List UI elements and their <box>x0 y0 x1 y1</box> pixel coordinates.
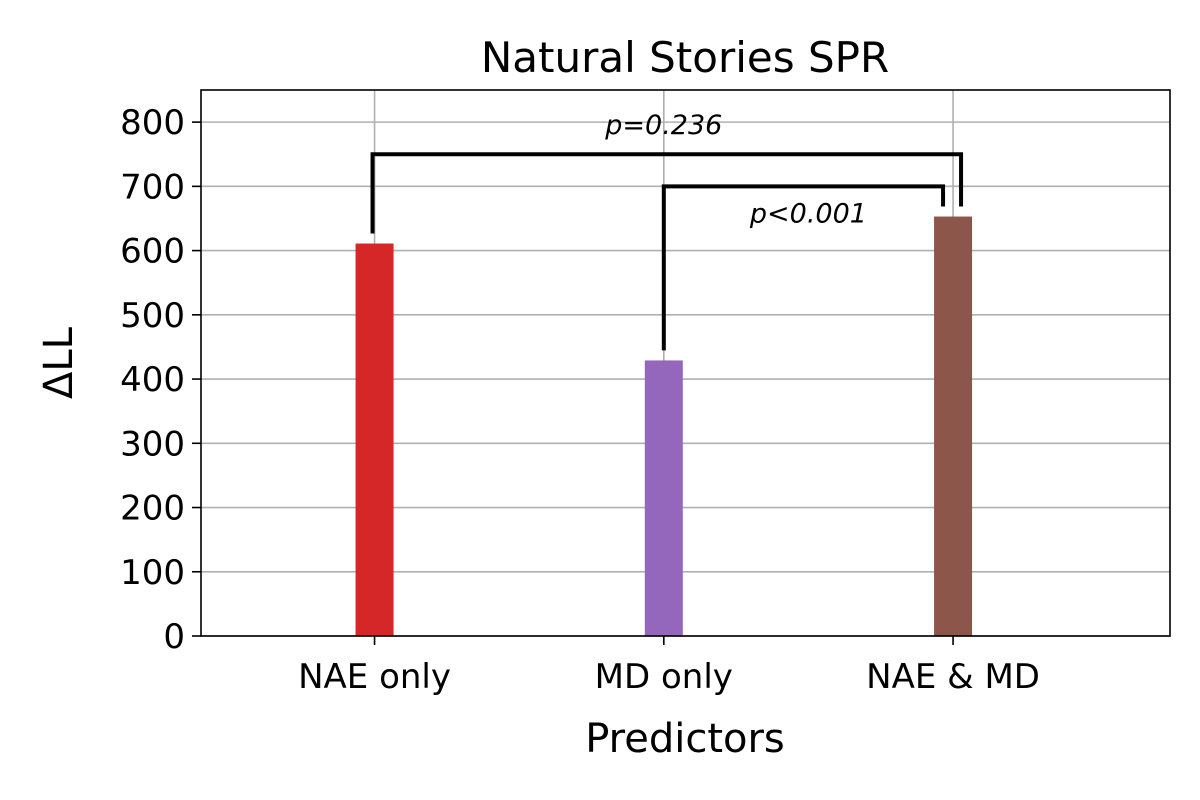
y-axis-ticks: 0 100 200 300 400 500 600 700 800 <box>120 103 201 657</box>
y-tick-label: 600 <box>120 232 185 272</box>
y-tick-label: 200 <box>120 489 185 529</box>
bar <box>934 216 973 637</box>
significance-bracket <box>661 184 946 351</box>
y-axis-label: ΔLL <box>36 326 82 399</box>
chart-title: Natural Stories SPR <box>481 33 889 82</box>
y-tick-label: 800 <box>120 103 185 143</box>
y-tick-label: 0 <box>163 617 185 657</box>
y-tick-label: 400 <box>120 360 185 400</box>
x-tick-label: NAE only <box>298 657 451 697</box>
y-tick-label: 100 <box>120 553 185 593</box>
grid-lines <box>201 90 1170 637</box>
bars <box>355 216 973 637</box>
y-tick-label: 300 <box>120 424 185 464</box>
x-axis-label: Predictors <box>585 716 785 762</box>
p-value-label: p<0.001 <box>749 198 867 229</box>
x-axis-ticks: NAE only MD only NAE & MD <box>298 636 1040 697</box>
bar <box>644 360 683 636</box>
y-tick-label: 500 <box>120 296 185 336</box>
plot-frame <box>200 89 1171 637</box>
x-tick-label: NAE & MD <box>866 657 1040 697</box>
significance-bracket <box>370 152 964 234</box>
p-value-label: p=0.236 <box>604 110 722 141</box>
y-tick-label: 700 <box>120 167 185 207</box>
significance-brackets: p=0.236 p<0.001 <box>370 110 964 351</box>
bar <box>355 243 394 637</box>
x-tick-label: MD only <box>595 657 733 697</box>
